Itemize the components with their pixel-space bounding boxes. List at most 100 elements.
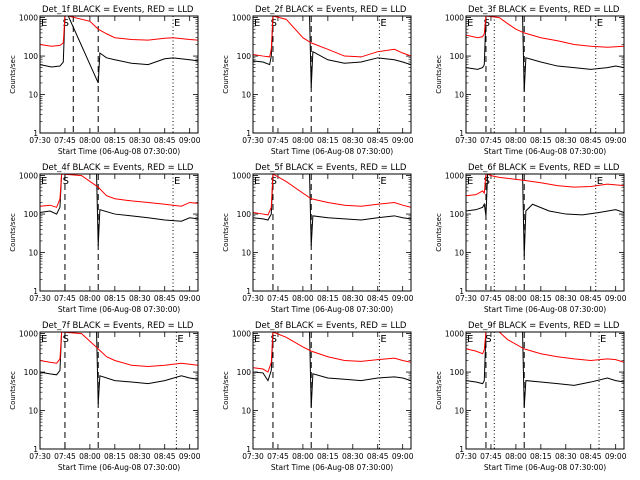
x-tick-label: 07:45 [480,452,502,461]
x-tick-label: 09:00 [392,294,414,303]
x-tick-label: 09:00 [392,452,414,461]
y-tick-label: 1000 [232,14,251,23]
marker-label: E [254,334,260,345]
panel-1: Det_1f BLACK = Events, RED = LLD Counts/s… [9,5,201,156]
x-tick-label: 08:00 [292,136,314,145]
marker-label: E [600,334,606,345]
x-tick-label: 08:45 [154,136,176,145]
panel-title: Det_2f BLACK = Events, RED = LLD [255,5,407,15]
x-axis-label: Start Time (06-Aug-08 07:30:00) [484,147,606,156]
marker-label: S [63,334,69,345]
lld-series-line [40,16,198,47]
panel-title: Det_7f BLACK = Events, RED = LLD [42,321,194,331]
marker-label: E [177,334,183,345]
plot-frame [465,15,625,134]
x-tick-label: 08:00 [505,136,527,145]
y-tick-label: 10 [28,249,38,258]
y-tick-label: 10 [454,249,464,258]
x-tick-label: 07:30 [29,136,51,145]
x-tick-label: 08:30 [342,136,364,145]
x-axis-label: Start Time (06-Aug-08 07:30:00) [484,305,606,314]
x-axis-label: Start Time (06-Aug-08 07:30:00) [271,147,393,156]
marker-label: E [380,176,386,187]
marker-label: E [41,334,47,345]
y-axis-label: Counts/sec [9,55,17,94]
y-tick-label: 1000 [19,330,38,339]
x-axis-label: Start Time (06-Aug-08 07:30:00) [58,305,180,314]
x-tick-label: 08:30 [129,294,151,303]
y-tick-label: 1000 [232,330,251,339]
x-tick-label: 07:30 [455,294,477,303]
x-tick-label: 07:45 [480,136,502,145]
y-axis-label: Counts/sec [435,55,443,94]
marker-label: E [467,176,473,187]
y-tick-label: 1 [459,445,464,454]
x-tick-label: 09:00 [392,136,414,145]
x-tick-label: 08:45 [580,294,602,303]
marker-label: E [174,176,180,187]
marker-label: S [271,334,277,345]
x-tick-label: 07:30 [29,452,51,461]
x-tick-label: 09:00 [605,294,627,303]
x-tick-label: 08:00 [79,136,101,145]
y-axis-label: Counts/sec [222,55,230,94]
x-tick-label: 08:00 [79,452,101,461]
y-tick-label: 100 [450,368,465,377]
x-tick-label: 08:15 [317,294,339,303]
x-axis-label: Start Time (06-Aug-08 07:30:00) [271,305,393,314]
y-tick-label: 100 [450,52,465,61]
x-axis-label: Start Time (06-Aug-08 07:30:00) [271,463,393,472]
panel-title: Det_1f BLACK = Events, RED = LLD [42,5,194,15]
y-tick-label: 100 [237,368,252,377]
y-tick-label: 100 [450,210,465,219]
plot-frame [252,173,412,292]
marker-label: S [484,176,490,187]
marker-label: S [63,176,69,187]
y-axis-label: Counts/sec [9,213,17,252]
lld-series-line [40,174,198,208]
events-series-line [466,16,624,92]
lld-series-line [253,174,411,216]
events-series-line [40,16,198,84]
y-tick-label: 1 [33,445,38,454]
y-tick-label: 1 [33,287,38,296]
x-tick-label: 08:15 [104,136,126,145]
events-series-line [253,174,411,246]
events-series-line [40,332,198,404]
panel-4: Det_4f BLACK = Events, RED = LLD Counts/s… [9,163,201,314]
marker-label: E [467,18,473,29]
y-tick-label: 10 [241,407,251,416]
y-tick-label: 1 [246,445,251,454]
x-tick-label: 07:45 [54,136,76,145]
y-tick-label: 1 [246,129,251,138]
x-tick-label: 08:30 [129,452,151,461]
panel-title: Det_8f BLACK = Events, RED = LLD [255,321,407,331]
panel-5: Det_5f BLACK = Events, RED = LLD Counts/s… [222,163,414,314]
y-tick-label: 10 [454,91,464,100]
x-tick-label: 07:30 [455,452,477,461]
x-tick-label: 08:00 [292,452,314,461]
y-tick-label: 10 [28,407,38,416]
marker-label: S [271,18,277,29]
x-tick-label: 08:30 [555,136,577,145]
x-tick-label: 08:45 [580,452,602,461]
marker-label: E [380,18,386,29]
x-tick-label: 07:30 [242,452,264,461]
x-tick-label: 08:00 [505,452,527,461]
x-tick-label: 08:15 [104,452,126,461]
y-tick-label: 10 [241,91,251,100]
plot-frame [252,15,412,134]
y-tick-label: 1000 [445,172,464,181]
x-tick-label: 08:30 [342,452,364,461]
plot-frame [39,173,199,292]
plot-frame [465,173,625,292]
y-tick-label: 100 [24,368,39,377]
x-tick-label: 08:45 [154,294,176,303]
y-tick-label: 100 [237,52,252,61]
x-axis-label: Start Time (06-Aug-08 07:30:00) [58,147,180,156]
x-tick-label: 09:00 [179,294,201,303]
marker-label: S [485,334,491,345]
x-tick-label: 08:15 [317,136,339,145]
y-axis-label: Counts/sec [435,213,443,252]
